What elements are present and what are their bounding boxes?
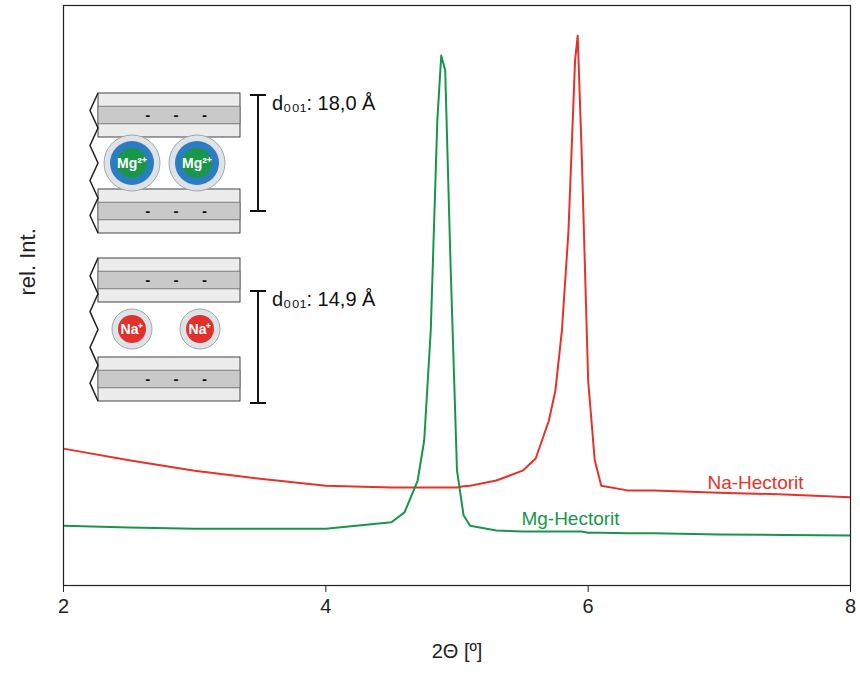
svg-text:d₀₀₁: 18,0 Å: d₀₀₁: 18,0 Å	[272, 92, 376, 114]
svg-text:-: -	[202, 202, 207, 219]
svg-text:-: -	[174, 106, 179, 123]
svg-text:-: -	[145, 370, 150, 387]
svg-text:Na-Hectorit: Na-Hectorit	[707, 472, 804, 493]
svg-text:-: -	[145, 271, 150, 288]
svg-text:4: 4	[320, 595, 331, 617]
svg-text:-: -	[174, 202, 179, 219]
svg-text:Na⁺: Na⁺	[121, 321, 144, 337]
svg-text:-: -	[174, 370, 179, 387]
svg-text:-: -	[202, 271, 207, 288]
svg-text:-: -	[174, 271, 179, 288]
svg-text:2: 2	[58, 595, 69, 617]
svg-text:-: -	[145, 106, 150, 123]
svg-text:Mg-Hectorit: Mg-Hectorit	[521, 508, 620, 529]
svg-text:Na⁺: Na⁺	[189, 321, 212, 337]
svg-text:8: 8	[845, 595, 856, 617]
svg-text:Mg²⁺: Mg²⁺	[182, 155, 212, 171]
svg-text:-: -	[145, 202, 150, 219]
svg-text:-: -	[202, 106, 207, 123]
svg-text:d₀₀₁: 14,9 Å: d₀₀₁: 14,9 Å	[272, 288, 376, 310]
svg-text:rel. Int.: rel. Int.	[15, 228, 40, 295]
svg-text:2Θ [º]: 2Θ [º]	[432, 640, 483, 662]
svg-text:Mg²⁺: Mg²⁺	[117, 155, 147, 171]
svg-text:-: -	[202, 370, 207, 387]
svg-text:6: 6	[583, 595, 594, 617]
